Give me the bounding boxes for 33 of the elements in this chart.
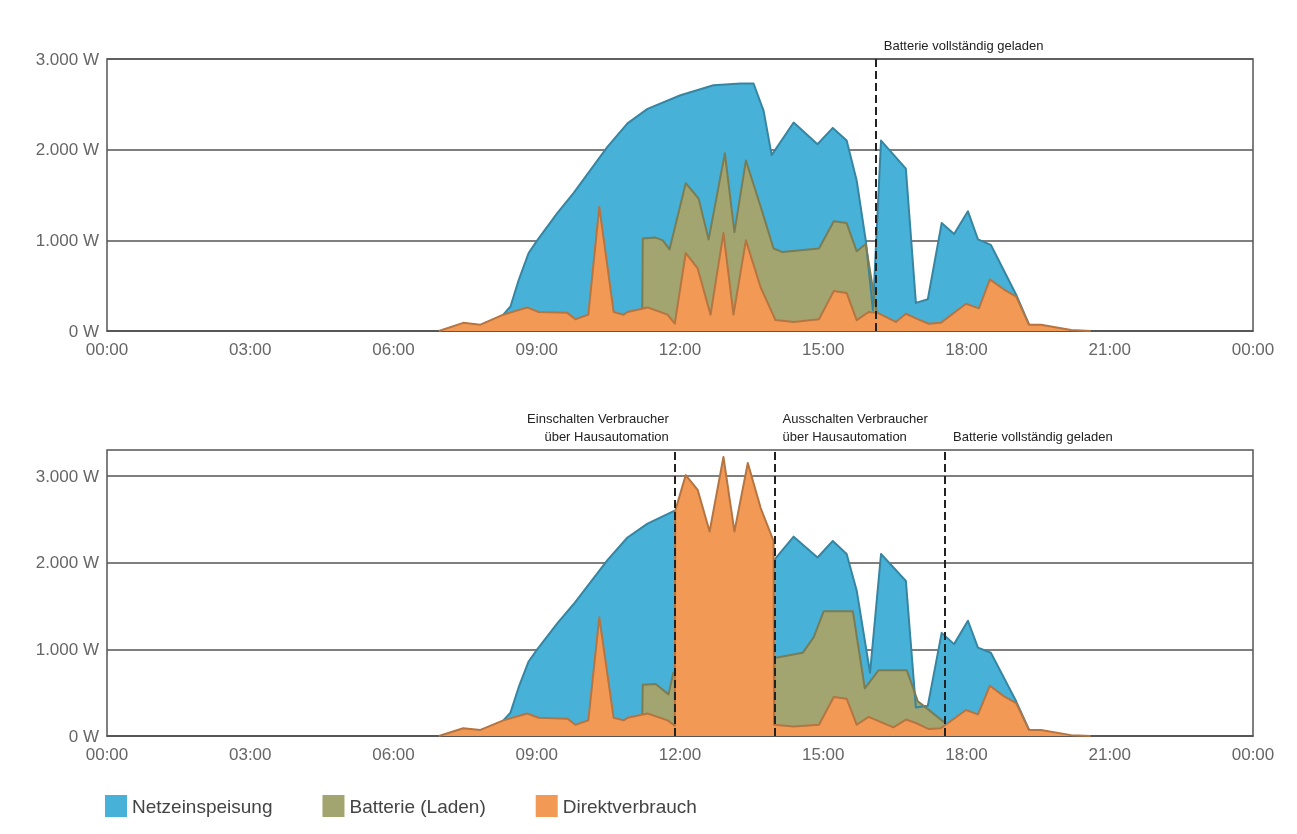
ref-line-label: Einschalten Verbraucher über Hausautomation [527, 410, 670, 444]
y-tick-label: 1.000 W [35, 230, 99, 250]
x-tick-label: 15:00 [801, 340, 845, 359]
x-tick-label: 21:00 [1088, 745, 1132, 764]
ref-line-label: Ausschalten Verbraucher über Hausautomation [782, 410, 929, 444]
legend-label: Batterie (Laden) [349, 795, 486, 817]
x-tick-label: 18:00 [945, 340, 988, 359]
y-tick-label: 0 W [68, 321, 99, 341]
x-tick-label: 00:00 [85, 745, 129, 764]
x-tick-label: 03:00 [228, 340, 272, 359]
x-tick-label: 00:00 [85, 340, 129, 359]
y-tick-label: 3.000 W [35, 49, 99, 69]
y-tick-label: 2.000 W [35, 553, 99, 573]
x-tick-label: 15:00 [801, 745, 845, 764]
y-tick-label: 3.000 W [35, 466, 99, 486]
y-tick-label: 0 W [68, 726, 99, 746]
y-tick-label: 1.000 W [35, 639, 99, 659]
x-tick-label: 09:00 [515, 745, 559, 764]
x-tick-label: 00:00 [1231, 745, 1275, 764]
legend-label: Direktverbrauch [562, 795, 697, 817]
legend-label: Netzeinspeisung [132, 795, 273, 817]
ref-line-label: Batterie vollständig geladen [953, 428, 1113, 444]
x-tick-label: 12:00 [658, 745, 702, 764]
x-tick-label: 09:00 [515, 340, 559, 359]
ref-line-label: Batterie vollständig geladen [883, 37, 1044, 53]
x-tick-label: 06:00 [372, 340, 415, 359]
y-tick-label: 2.000 W [35, 140, 99, 160]
x-tick-label: 06:00 [372, 745, 415, 764]
x-tick-label: 00:00 [1231, 340, 1275, 359]
x-tick-label: 12:00 [658, 340, 702, 359]
x-tick-label: 21:00 [1088, 340, 1132, 359]
x-tick-label: 18:00 [945, 745, 988, 764]
x-tick-label: 03:00 [228, 745, 272, 764]
